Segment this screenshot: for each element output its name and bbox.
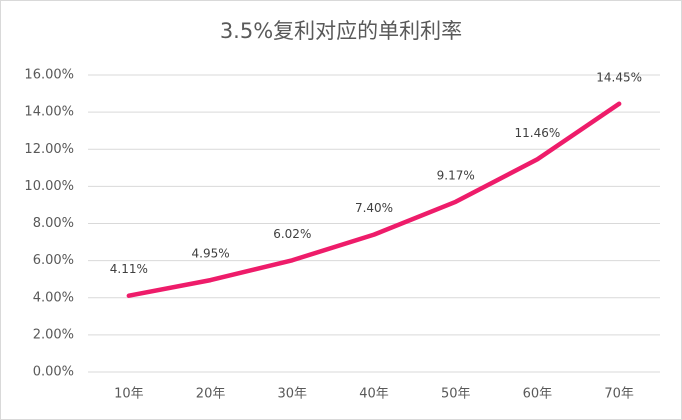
x-tick-label: 10年 — [114, 387, 144, 402]
data-label: 11.46% — [515, 126, 561, 140]
chart-title: 3.5%复利对应的单利利率 — [220, 19, 462, 43]
x-tick-label: 70年 — [604, 387, 634, 402]
y-tick-label: 0.00% — [33, 365, 74, 380]
x-tick-label: 40年 — [359, 387, 389, 402]
y-tick-label: 14.00% — [24, 105, 74, 120]
y-tick-label: 12.00% — [24, 142, 74, 157]
data-label: 14.45% — [596, 70, 642, 84]
x-tick-label: 50年 — [441, 387, 471, 402]
y-tick-label: 6.00% — [33, 253, 74, 268]
y-tick-label: 16.00% — [24, 68, 74, 83]
data-label: 7.40% — [355, 201, 393, 215]
data-label: 4.95% — [192, 247, 230, 261]
data-label: 4.11% — [110, 262, 148, 276]
data-label: 6.02% — [273, 227, 311, 241]
y-tick-label: 8.00% — [33, 216, 74, 231]
x-tick-label: 30年 — [278, 387, 308, 402]
line — [126, 101, 622, 298]
y-tick-label: 10.00% — [24, 179, 74, 194]
y-tick-label: 2.00% — [33, 327, 74, 342]
x-tick-label: 20年 — [196, 387, 226, 402]
x-tick-label: 60年 — [523, 387, 553, 402]
y-tick-label: 4.00% — [33, 290, 74, 305]
data-label: 9.17% — [437, 168, 475, 182]
